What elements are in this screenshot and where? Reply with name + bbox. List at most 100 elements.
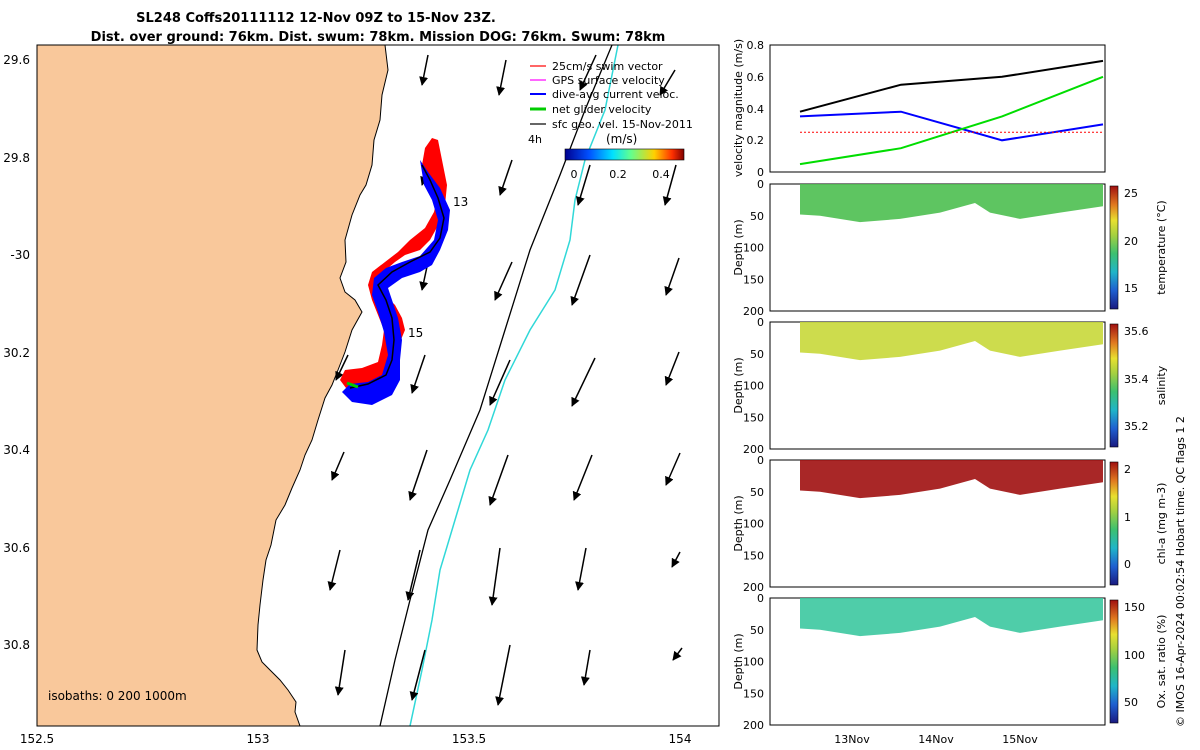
depth-tick: 100 [743,518,764,531]
depth-tick: 50 [750,348,764,361]
time-axis: 13Nov 14Nov 15Nov [834,733,1038,746]
velocity-arrow [496,59,507,96]
colorbar-label: Ox. sat. ratio (%) [1155,615,1168,709]
velocity-arrow [672,647,683,661]
map-lon-ticks: 152.5 153 153.5 154 [20,732,692,746]
depth-tick: 200 [743,443,764,456]
net-glider-velocity-mark [346,381,359,389]
depth-label: Depth (m) [732,633,745,689]
map-legend: 25cm/s swim vector GPS surface velocity … [528,60,693,181]
svg-text:25cm/s swim vector: 25cm/s swim vector [552,60,663,73]
depth-tick: 150 [743,273,764,286]
velocity-arrow [410,354,426,394]
velocity-arrow [571,357,596,407]
colorbar-tick: 1 [1124,511,1131,524]
velocity-arrow [488,547,501,606]
velocity-arrow [334,649,346,696]
colorbar-tick: 0 [1124,558,1131,571]
lat-tick: -30 [10,248,30,262]
velocity-ytick: 0.6 [747,71,765,84]
velocity-arrow [498,159,513,196]
glider-path [349,164,445,389]
current-vector-band [342,160,450,405]
velocity-arrow [570,254,591,306]
credit-text: © IMOS 16-Apr-2024 00:02:54 Hobart time.… [1174,416,1187,727]
time-tick: 14Nov [918,733,954,746]
colorbar-label: salinity [1155,365,1168,405]
velocity-arrow [664,351,680,386]
depth-tick: 100 [743,242,764,255]
lat-tick: 30.6 [3,541,30,555]
isobaths-note: isobaths: 0 200 1000m [48,689,187,703]
swim-vector-band [340,138,447,388]
lon-tick: 153 [247,732,270,746]
depth-tick: 0 [757,454,764,467]
legend-entry-sfc-geo: sfc geo. vel. 15-Nov-2011 [530,118,693,131]
depth-tick: 150 [743,549,764,562]
time-tick: 15Nov [1002,733,1038,746]
velocity-axes [769,44,1106,173]
velocity-ytick: 0.8 [747,39,765,52]
colorbar-tick: 20 [1124,235,1138,248]
land-mass [37,45,389,726]
day-label-13: 13 [453,195,468,209]
legend-entry-gps-surface: GPS surface velocity [530,74,665,87]
lat-tick: 30.2 [3,346,30,360]
section-colorbar [1109,461,1119,586]
map-lat-ticks: 29.6 29.8 -30 30.2 30.4 30.6 30.8 [3,53,30,652]
depth-label: Depth (m) [732,495,745,551]
velocity-arrow [408,449,428,501]
day-label-15: 15 [408,326,423,340]
lat-tick: 29.6 [3,53,30,67]
depth-tick: 50 [750,624,764,637]
lon-tick: 154 [669,732,692,746]
velocity-arrow [488,454,509,506]
depth-tick: 200 [743,581,764,594]
time-scale-label: 4h [528,133,542,146]
depth-tick: 0 [757,316,764,329]
depth-tick: 100 [743,380,764,393]
lon-tick: 153.5 [452,732,486,746]
depth-tick: 100 [743,656,764,669]
velocity-series-line [799,59,1104,113]
velocity-arrow [572,454,593,501]
velocity-ylabel: velocity magnitude (m/s) [732,39,745,177]
svg-text:GPS surface velocity: GPS surface velocity [552,74,665,87]
lon-tick: 152.5 [20,732,54,746]
colorbar-tick: 150 [1124,601,1145,614]
velocity-series [799,59,1104,166]
velocity-arrow [494,261,513,301]
legend-entry-swim-vector: 25cm/s swim vector [530,60,663,73]
section-panel: 0 50 100 150 200 Depth (m) 2 1 0 chl-a (mg m-3) [732,454,1168,594]
velocity-arrow [665,452,681,486]
colorbar-tick: 0 [571,168,578,181]
svg-text:dive-avg current veloc.: dive-avg current veloc. [552,88,679,101]
velocity-arrow [335,354,349,381]
velocity-arrow [580,649,591,686]
depth-tick: 0 [757,592,764,605]
colorbar-tick: 35.2 [1124,420,1149,433]
velocity-arrow [489,359,511,406]
lat-tick: 30.4 [3,443,30,457]
section-colorbar [1109,185,1119,310]
depth-tick: 150 [743,411,764,424]
velocity-arrow [419,54,429,86]
speed-colorbar [564,148,685,161]
velocity-arrow [405,549,421,601]
section-data-field [800,460,1103,499]
section-panel: 0 50 100 150 200 Depth (m) 35.6 35.4 35.2 salinit… [732,316,1168,456]
velocity-arrow [495,644,511,706]
velocity-arrow [409,649,426,701]
velocity-arrow [659,69,676,96]
colorbar-tick: 35.6 [1124,325,1149,338]
velocity-arrow [327,549,341,591]
isobath-1000m [409,45,619,726]
svg-text:sfc geo. vel. 15-Nov-2011: sfc geo. vel. 15-Nov-2011 [552,118,693,131]
velocity-series-line [799,75,1104,166]
velocity-arrow [331,451,345,481]
velocity-arrow [664,257,680,296]
svg-text:net glider velocity: net glider velocity [552,103,652,116]
depth-label: Depth (m) [732,357,745,413]
